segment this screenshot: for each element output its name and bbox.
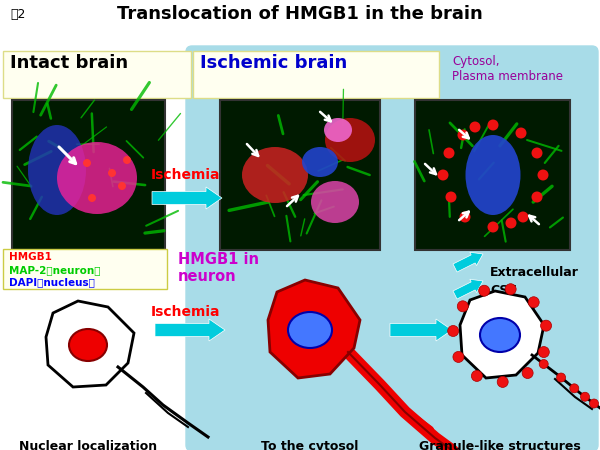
- Circle shape: [517, 212, 529, 222]
- Ellipse shape: [288, 312, 332, 348]
- Circle shape: [538, 170, 548, 180]
- Text: Ischemia: Ischemia: [150, 168, 220, 182]
- Circle shape: [479, 285, 490, 296]
- Text: DAPI（nucleus）: DAPI（nucleus）: [9, 277, 95, 287]
- Text: CSF
Serum: CSF Serum: [490, 284, 536, 312]
- Text: To the cytosol: To the cytosol: [262, 440, 359, 450]
- Circle shape: [538, 346, 549, 358]
- Circle shape: [118, 182, 126, 190]
- Ellipse shape: [28, 125, 86, 215]
- Circle shape: [541, 320, 551, 331]
- Bar: [415, 100, 570, 250]
- Ellipse shape: [57, 142, 137, 214]
- Text: Intact brain: Intact brain: [10, 54, 128, 72]
- Bar: [12, 100, 165, 250]
- Circle shape: [497, 376, 508, 387]
- Circle shape: [557, 373, 566, 382]
- Circle shape: [88, 194, 96, 202]
- Circle shape: [487, 221, 499, 233]
- Ellipse shape: [325, 118, 375, 162]
- FancyArrow shape: [390, 319, 452, 341]
- Ellipse shape: [311, 181, 359, 223]
- Circle shape: [453, 351, 464, 362]
- Circle shape: [532, 148, 542, 158]
- FancyBboxPatch shape: [3, 51, 191, 98]
- FancyBboxPatch shape: [186, 46, 598, 450]
- Circle shape: [505, 217, 517, 229]
- Circle shape: [443, 148, 455, 158]
- Circle shape: [457, 301, 468, 312]
- Circle shape: [515, 127, 527, 139]
- FancyArrow shape: [152, 187, 222, 209]
- Circle shape: [458, 130, 469, 140]
- Circle shape: [448, 325, 458, 337]
- Circle shape: [570, 384, 579, 393]
- Text: Ischemic brain: Ischemic brain: [200, 54, 347, 72]
- Circle shape: [487, 120, 499, 130]
- Polygon shape: [268, 280, 360, 378]
- Circle shape: [460, 212, 470, 222]
- Circle shape: [532, 192, 542, 202]
- Circle shape: [522, 368, 533, 378]
- Circle shape: [581, 392, 589, 401]
- Circle shape: [589, 399, 599, 408]
- FancyArrow shape: [155, 319, 225, 341]
- Polygon shape: [46, 301, 134, 387]
- Circle shape: [445, 192, 457, 202]
- Circle shape: [108, 169, 116, 177]
- FancyArrow shape: [453, 279, 483, 299]
- Circle shape: [528, 297, 539, 308]
- FancyArrow shape: [453, 252, 483, 272]
- FancyBboxPatch shape: [3, 249, 167, 289]
- Circle shape: [539, 360, 548, 369]
- Circle shape: [437, 170, 449, 180]
- Text: MAP-2（neuron）: MAP-2（neuron）: [9, 265, 101, 275]
- Text: Nuclear localization: Nuclear localization: [19, 440, 157, 450]
- Text: HMGB1: HMGB1: [9, 252, 52, 262]
- Circle shape: [83, 159, 91, 167]
- Circle shape: [123, 156, 131, 164]
- Text: HMGB1 in
neuron: HMGB1 in neuron: [178, 252, 259, 284]
- Ellipse shape: [480, 318, 520, 352]
- Ellipse shape: [242, 147, 308, 203]
- FancyBboxPatch shape: [193, 51, 439, 98]
- Ellipse shape: [302, 147, 338, 177]
- Text: Extracellular: Extracellular: [490, 266, 579, 279]
- Text: Cytosol,
Plasma membrane: Cytosol, Plasma membrane: [452, 55, 563, 83]
- Circle shape: [505, 284, 516, 295]
- Circle shape: [472, 370, 482, 382]
- Ellipse shape: [324, 118, 352, 142]
- Circle shape: [470, 122, 481, 132]
- Ellipse shape: [466, 135, 521, 215]
- Text: Ischemia: Ischemia: [150, 305, 220, 319]
- Polygon shape: [460, 291, 544, 378]
- Bar: [220, 100, 380, 250]
- Ellipse shape: [69, 329, 107, 361]
- Text: Translocation of HMGB1 in the brain: Translocation of HMGB1 in the brain: [117, 5, 483, 23]
- Text: Granule-like structures: Granule-like structures: [419, 440, 581, 450]
- Text: 図2: 図2: [10, 8, 25, 21]
